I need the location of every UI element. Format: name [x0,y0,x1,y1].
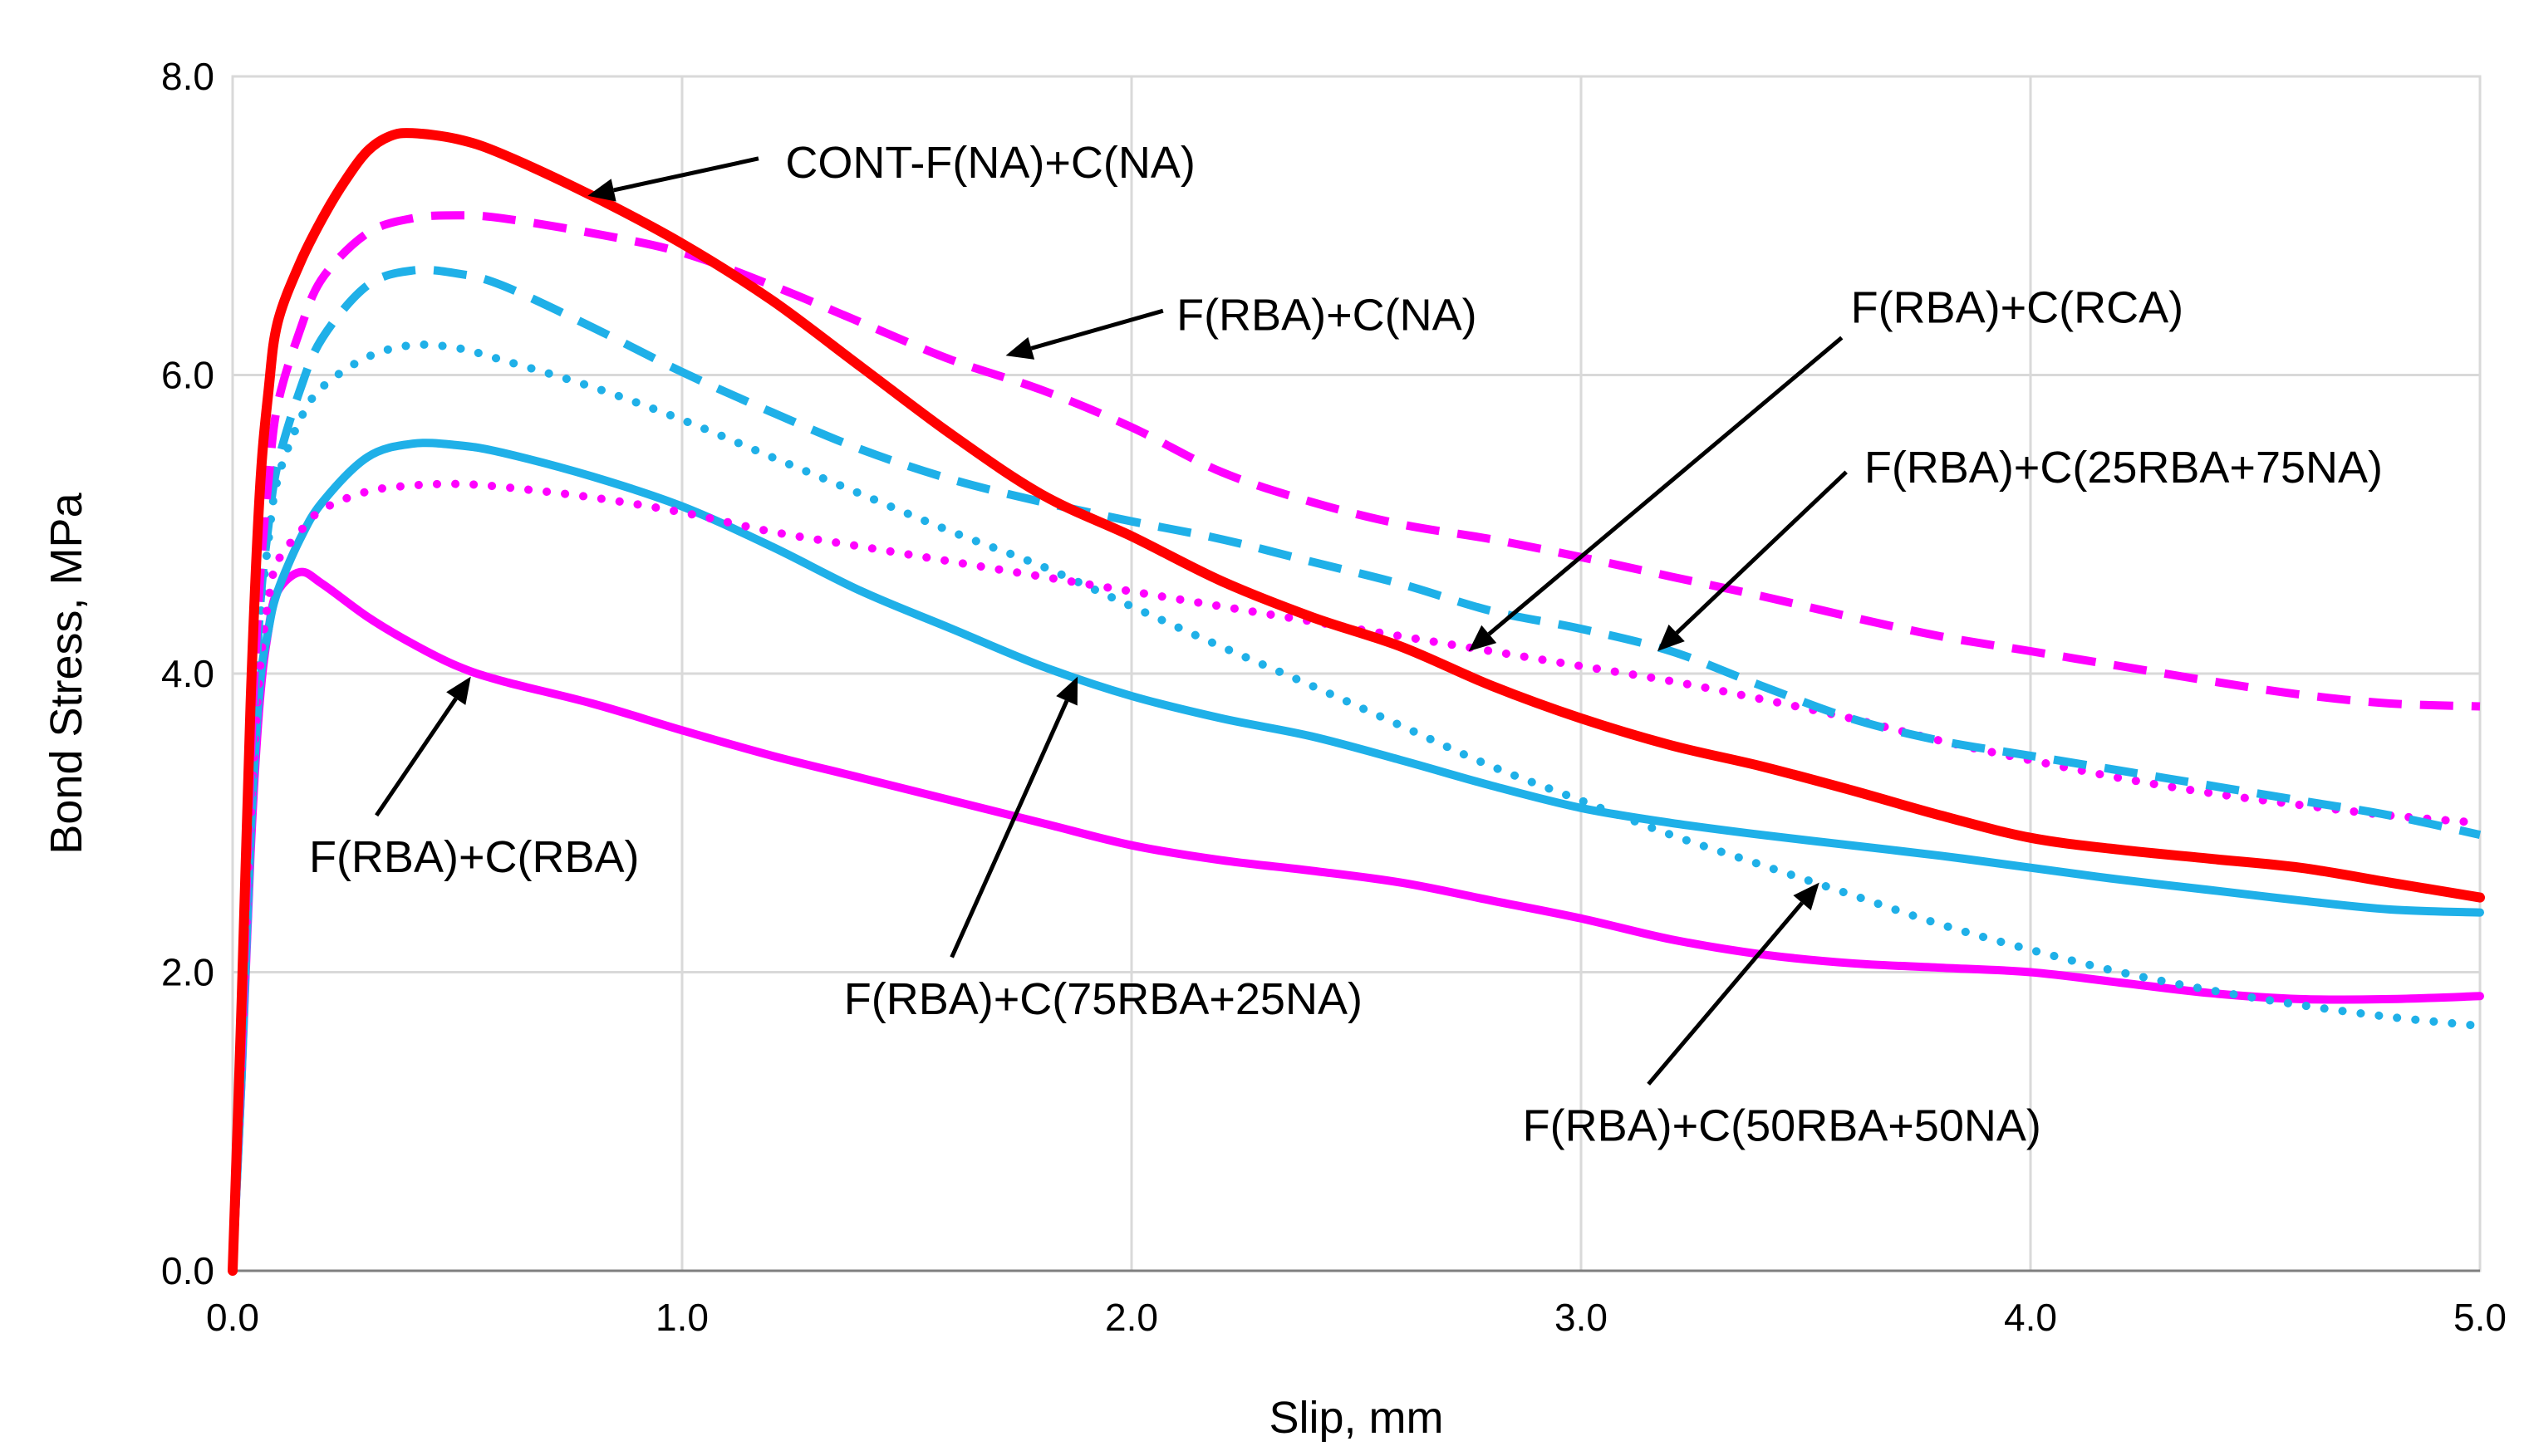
series-line-f-rba-c-75rba-25na [228,439,2484,1275]
series-line-f-rba-c-rca [228,265,2482,1272]
annotation-arrow-line [613,156,759,193]
annotations: CONT-F(NA)+C(NA) F(RBA)+C(NA) F(RBA)+C(RCA… [309,138,2383,1150]
y-tick-label: 0.0 [161,1249,214,1292]
x-tick-label: 2.0 [1105,1296,1158,1339]
annotation-label: F(RBA)+C(RCA) [1851,283,2184,333]
annotation-label: F(RBA)+C(NA) [1176,291,1477,341]
annotation-arrow-line [1675,470,1848,635]
annotation-arrowhead [1056,676,1078,706]
annotation-label: F(RBA)+C(75RBA+25NA) [844,974,1363,1024]
x-tick-label: 1.0 [656,1296,709,1339]
y-tick-label: 6.0 [161,354,214,397]
annotation-4: F(RBA)+C(25RBA+75NA) [1657,443,2383,652]
x-axis-title: Slip, mm [1269,1393,1443,1443]
annotation-arrow-line [1487,336,1844,636]
x-tick-label: 5.0 [2453,1296,2507,1339]
annotation-7: F(RBA)+C(50RBA+50NA) [1523,882,2041,1151]
series-line-cont-f-na-c-na [228,128,2485,1276]
annotation-arrowhead [587,179,616,202]
annotation-label: CONT-F(NA)+C(NA) [785,138,1195,188]
annotation-arrowhead [1005,336,1035,360]
annotation-label: F(RBA)+C(25RBA+75NA) [1864,443,2383,493]
annotation-arrow-line [375,697,458,817]
annotation-arrowhead [1657,624,1685,652]
annotation-label: F(RBA)+C(50RBA+50NA) [1523,1101,2041,1151]
annotation-arrow-line [1647,901,1804,1086]
annotation-3: F(RBA)+C(RCA) [1468,283,2184,652]
annotation-arrow-line [950,699,1069,958]
annotation-1: CONT-F(NA)+C(NA) [587,138,1196,202]
y-axis-title: Bond Stress, MPa [42,492,91,854]
annotation-arrowhead [1793,882,1819,911]
data-series [228,128,2485,1276]
annotation-6: F(RBA)+C(75RBA+25NA) [844,676,1363,1024]
series-line-f-rba-c-25rba-75na [228,479,2484,1275]
annotation-arrowhead [446,676,471,705]
x-tick-label: 0.0 [206,1296,259,1339]
annotation-2: F(RBA)+C(NA) [1005,291,1477,360]
axes: 0.0 1.0 2.0 3.0 4.0 5.0 0.0 2.0 4.0 6.0 8.0 [161,55,2507,1339]
annotation-arrowhead [1468,625,1497,652]
series-line-f-rba-c-na [228,211,2481,1272]
annotation-5: F(RBA)+C(RBA) [309,676,640,882]
y-tick-label: 2.0 [161,951,214,994]
x-tick-label: 3.0 [1554,1296,1608,1339]
x-tick-label: 4.0 [2004,1296,2057,1339]
annotation-label: F(RBA)+C(RBA) [309,832,640,882]
y-tick-label: 4.0 [161,652,214,695]
annotation-arrow-line [1030,308,1164,351]
y-tick-label: 8.0 [161,55,214,98]
